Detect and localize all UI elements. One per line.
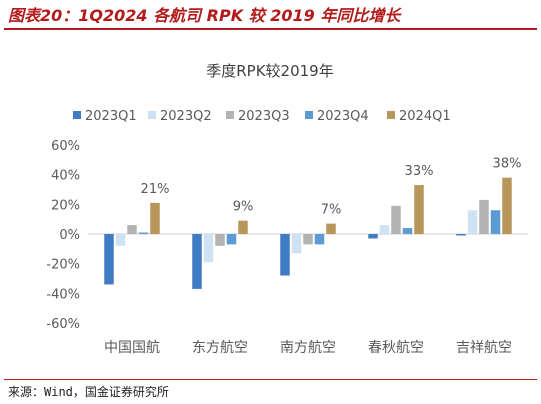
- bar-2023q1: [368, 234, 378, 239]
- y-tick-label: 20%: [51, 198, 80, 213]
- x-tick-label: 东方航空: [192, 340, 248, 356]
- bar-2023q4: [138, 232, 149, 234]
- y-tick-label: 40%: [51, 169, 80, 184]
- legend-label: 2023Q3: [238, 109, 290, 124]
- data-label: 33%: [405, 164, 434, 179]
- bar-2023q2: [291, 234, 302, 254]
- x-tick-label: 吉祥航空: [456, 340, 512, 356]
- legend-label: 2023Q1: [85, 109, 137, 124]
- bar-2023q4: [226, 234, 237, 245]
- bar-2024q1: [238, 220, 248, 234]
- y-tick-label: -60%: [46, 317, 80, 332]
- bar-2023q2: [467, 210, 478, 234]
- bar-2023q4: [314, 234, 325, 245]
- bar-2023q1: [456, 234, 466, 236]
- x-axis: 中国国航 东方航空 南方航空 春秋航空 吉祥航空: [104, 340, 512, 356]
- title-divider: [4, 28, 537, 30]
- source-note: 来源：Wind，国金证券研究所: [8, 385, 169, 399]
- chart-title: 季度RPK较2019年: [206, 62, 333, 80]
- bar-2024q1: [326, 223, 336, 234]
- legend-swatch: [305, 111, 313, 119]
- bar-2023q3: [391, 205, 401, 234]
- bar-2023q3: [215, 234, 225, 246]
- y-tick-label: 0%: [59, 228, 80, 243]
- figure-title: 图表20：1Q2024 各航司 RPK 较 2019 年同比增长: [8, 6, 401, 25]
- bar-2024q1: [414, 185, 424, 234]
- bar-2023q1: [192, 234, 202, 289]
- y-tick-label: 60%: [51, 139, 80, 154]
- bar-2023q2: [379, 225, 390, 234]
- bar-2024q1: [502, 177, 512, 234]
- bar-2023q2: [203, 234, 214, 263]
- bar-2023q3: [127, 225, 137, 234]
- data-labels: 21% 9% 7% 33% 38%: [141, 157, 522, 218]
- bar-2023q4: [490, 210, 501, 234]
- bars: [104, 177, 512, 289]
- bar-2023q1: [280, 234, 290, 276]
- bar-2023q1: [104, 234, 114, 285]
- bar-chart: 季度RPK较2019年 2023Q1 2023Q2 2023Q3 2023Q4 2024…: [46, 62, 528, 356]
- data-label: 9%: [233, 200, 254, 215]
- data-label: 21%: [141, 182, 170, 197]
- x-tick-label: 春秋航空: [368, 340, 424, 356]
- bar-2023q2: [115, 234, 126, 246]
- legend-swatch: [148, 111, 156, 119]
- y-tick-label: -40%: [46, 287, 80, 302]
- source-divider: [4, 379, 537, 380]
- legend-label: 2023Q4: [317, 109, 369, 124]
- data-label: 38%: [493, 157, 522, 172]
- bar-2023q3: [303, 234, 313, 245]
- legend-swatch: [73, 111, 81, 119]
- legend-swatch: [226, 111, 234, 119]
- data-label: 7%: [321, 203, 342, 218]
- legend-label: 2023Q2: [160, 109, 212, 124]
- bar-2023q3: [479, 199, 489, 234]
- y-tick-label: -20%: [46, 258, 80, 273]
- legend-swatch: [387, 111, 395, 119]
- chart-legend: 2023Q1 2023Q2 2023Q3 2023Q4 2024Q1: [73, 109, 451, 124]
- legend-label: 2024Q1: [399, 109, 451, 124]
- bar-2023q4: [402, 228, 413, 234]
- x-tick-label: 中国国航: [104, 340, 160, 356]
- bar-2024q1: [150, 202, 160, 234]
- x-tick-label: 南方航空: [280, 340, 336, 356]
